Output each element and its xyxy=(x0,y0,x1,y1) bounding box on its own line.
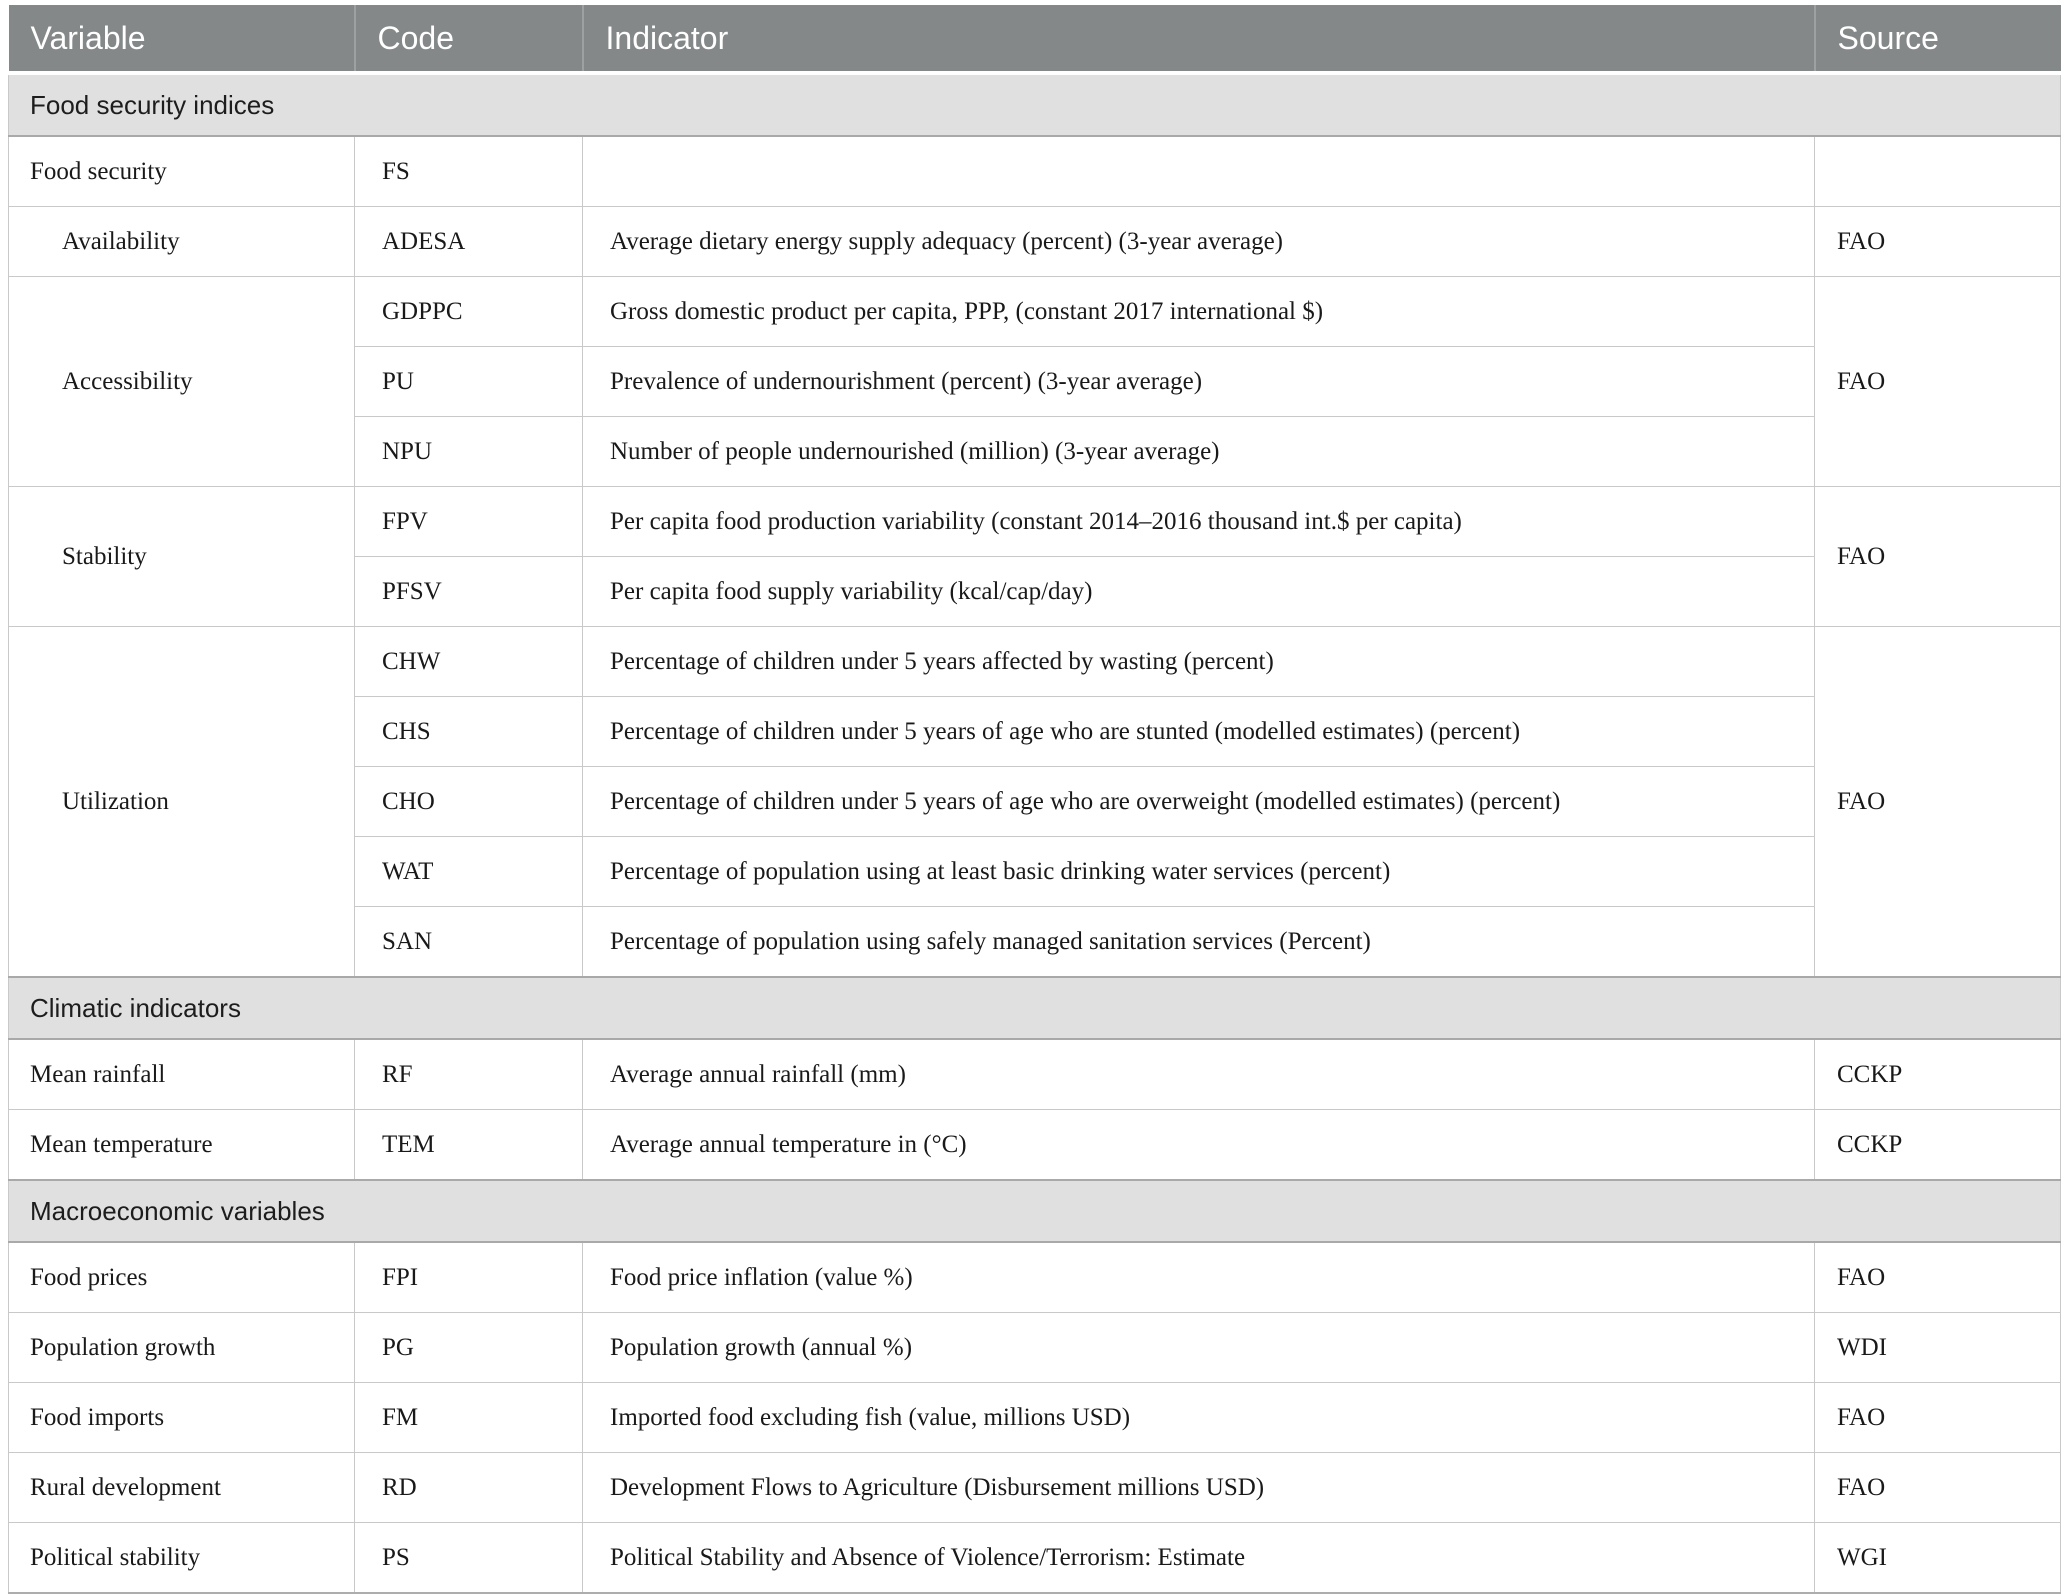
section-header-row: Food security indices xyxy=(8,72,2061,137)
indicator-cell: Percentage of children under 5 years of … xyxy=(582,766,1815,837)
table-row: Food imports FM Imported food excluding … xyxy=(8,1382,2061,1453)
variable-cell: Availability xyxy=(8,206,355,277)
variable-cell: Mean rainfall xyxy=(8,1038,355,1110)
source-cell: FAO xyxy=(1814,276,2061,487)
source-cell: FAO xyxy=(1814,1452,2061,1523)
indicator-cell xyxy=(582,135,1815,207)
table-row: Mean rainfall RF Average annual rainfall… xyxy=(8,1038,2061,1110)
indicator-cell: Gross domestic product per capita, PPP, … xyxy=(582,276,1815,347)
code-cell: TEM xyxy=(354,1109,583,1181)
code-cell: SAN xyxy=(354,906,583,978)
indicator-cell: Percentage of children under 5 years of … xyxy=(582,696,1815,767)
variable-cell: Food prices xyxy=(8,1241,355,1313)
code-cell: PS xyxy=(354,1522,583,1594)
section-title: Macroeconomic variables xyxy=(8,1179,2061,1243)
indicator-cell: Percentage of population using at least … xyxy=(582,836,1815,907)
code-cell: PU xyxy=(354,346,583,417)
variable-cell: Food imports xyxy=(8,1382,355,1453)
variable-cell: Stability xyxy=(8,486,355,627)
source-cell: FAO xyxy=(1814,626,2061,978)
source-cell: CCKP xyxy=(1814,1109,2061,1181)
variable-cell: Population growth xyxy=(8,1312,355,1383)
table-row: Population growth PG Population growth (… xyxy=(8,1312,2061,1383)
table-row: Food security FS xyxy=(8,135,2061,207)
source-cell: FAO xyxy=(1814,1382,2061,1453)
source-cell: FAO xyxy=(1814,486,2061,627)
section-title: Climatic indicators xyxy=(8,976,2061,1040)
source-cell: CCKP xyxy=(1814,1038,2061,1110)
indicator-cell: Food price inflation (value %) xyxy=(582,1241,1815,1313)
code-cell: GDPPC xyxy=(354,276,583,347)
source-cell: WDI xyxy=(1814,1312,2061,1383)
table-row: Availability ADESA Average dietary energ… xyxy=(8,206,2061,277)
section-header-row: Climatic indicators xyxy=(8,976,2061,1040)
variables-table: Variable Code Indicator Source Food secu… xyxy=(8,5,2061,1594)
section-header-row: Macroeconomic variables xyxy=(8,1179,2061,1243)
table-row: PU Prevalence of undernourishment (perce… xyxy=(9,346,2061,417)
table-row: Mean temperature TEM Average annual temp… xyxy=(8,1109,2061,1181)
code-cell: FPI xyxy=(354,1241,583,1313)
section-title: Food security indices xyxy=(8,72,2061,137)
source-cell: FAO xyxy=(1814,206,2061,277)
column-header-source: Source xyxy=(1813,5,2061,75)
variable-cell: Political stability xyxy=(8,1522,355,1594)
table-row: Food prices FPI Food price inflation (va… xyxy=(8,1241,2061,1313)
table-header-row: Variable Code Indicator Source xyxy=(8,5,2061,75)
code-cell: NPU xyxy=(354,416,583,487)
code-cell: FPV xyxy=(354,486,583,557)
code-cell: PFSV xyxy=(354,556,583,627)
variable-cell: Utilization xyxy=(8,626,355,978)
table-row: Political stability PS Political Stabili… xyxy=(8,1522,2061,1594)
table-row: WAT Percentage of population using at le… xyxy=(9,836,2061,907)
indicator-cell: Per capita food production variability (… xyxy=(582,486,1815,557)
code-cell: PG xyxy=(354,1312,583,1383)
table-row: CHO Percentage of children under 5 years… xyxy=(9,766,2061,837)
indicator-cell: Per capita food supply variability (kcal… xyxy=(582,556,1815,627)
code-cell: RD xyxy=(354,1452,583,1523)
code-cell: RF xyxy=(354,1038,583,1110)
code-cell: CHS xyxy=(354,696,583,767)
column-header-variable: Variable xyxy=(8,5,355,75)
variable-cell: Food security xyxy=(8,135,355,207)
source-cell xyxy=(1814,135,2061,207)
table-row: PFSV Per capita food supply variability … xyxy=(9,556,2061,627)
indicator-cell: Average annual rainfall (mm) xyxy=(582,1038,1815,1110)
column-header-code: Code xyxy=(353,5,583,75)
table-row: SAN Percentage of population using safel… xyxy=(9,906,2061,978)
table-row: Stability FPV Per capita food production… xyxy=(8,486,2061,627)
indicator-cell: Development Flows to Agriculture (Disbur… xyxy=(582,1452,1815,1523)
indicator-cell: Population growth (annual %) xyxy=(582,1312,1815,1383)
code-cell: FM xyxy=(354,1382,583,1453)
indicator-cell: Prevalence of undernourishment (percent)… xyxy=(582,346,1815,417)
table-row: CHS Percentage of children under 5 years… xyxy=(9,696,2061,767)
indicator-cell: Percentage of population using safely ma… xyxy=(582,906,1815,978)
code-cell: WAT xyxy=(354,836,583,907)
table-row: Rural development RD Development Flows t… xyxy=(8,1452,2061,1523)
indicator-cell: Average dietary energy supply adequacy (… xyxy=(582,206,1815,277)
code-cell: CHO xyxy=(354,766,583,837)
source-cell: WGI xyxy=(1814,1522,2061,1594)
code-cell: ADESA xyxy=(354,206,583,277)
indicator-cell: Number of people undernourished (million… xyxy=(582,416,1815,487)
indicator-cell: Percentage of children under 5 years aff… xyxy=(582,626,1815,697)
column-header-indicator: Indicator xyxy=(581,5,1815,75)
table-row: Utilization CHW Percentage of children u… xyxy=(8,626,2061,978)
code-cell: CHW xyxy=(354,626,583,697)
variable-cell: Mean temperature xyxy=(8,1109,355,1181)
source-cell: FAO xyxy=(1814,1241,2061,1313)
code-cell: FS xyxy=(354,135,583,207)
table-row: Accessibility GDPPC Gross domestic produ… xyxy=(8,276,2061,487)
indicator-cell: Average annual temperature in (°C) xyxy=(582,1109,1815,1181)
indicator-cell: Imported food excluding fish (value, mil… xyxy=(582,1382,1815,1453)
variables-table-container: Variable Code Indicator Source Food secu… xyxy=(8,5,2061,1594)
variable-cell: Rural development xyxy=(8,1452,355,1523)
variable-cell: Accessibility xyxy=(8,276,355,487)
indicator-cell: Political Stability and Absence of Viole… xyxy=(582,1522,1815,1594)
